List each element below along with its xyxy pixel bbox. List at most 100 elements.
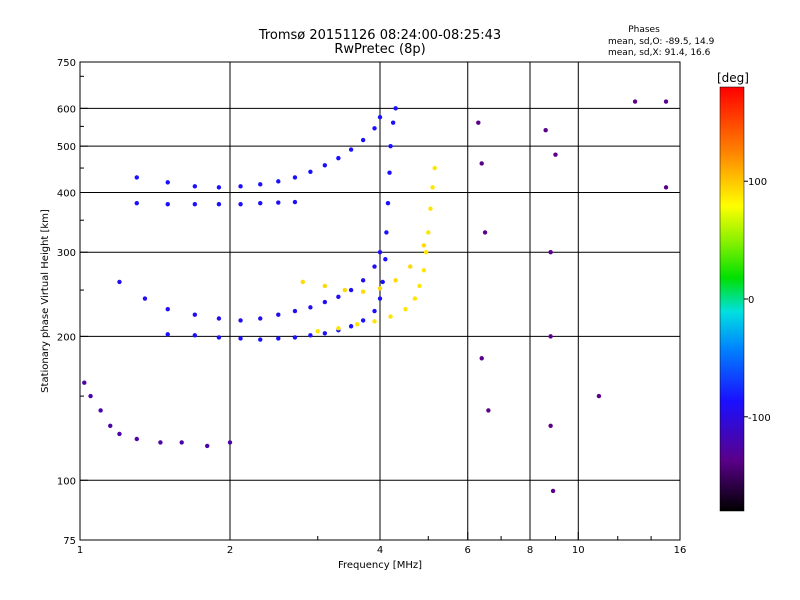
y-tick-label: 600 (57, 104, 76, 115)
data-point (663, 185, 669, 190)
data-point (387, 170, 392, 175)
data-point (388, 143, 393, 149)
y-tick-label: 75 (63, 536, 76, 547)
data-point (192, 202, 198, 207)
data-point (486, 408, 491, 413)
stats-line1: mean, sd,O: -89.5, 14.9 (608, 37, 715, 47)
data-point (238, 202, 243, 207)
stats-line2: mean, sd,X: 91.4, 16.6 (608, 48, 711, 58)
data-point (385, 200, 391, 206)
data-point (238, 184, 243, 189)
x-tick-label: 8 (527, 545, 533, 556)
data-point (393, 106, 398, 111)
data-point (165, 202, 170, 207)
data-point (408, 264, 413, 269)
data-point (482, 230, 488, 235)
data-point (360, 289, 366, 294)
data-point (377, 296, 383, 301)
data-point (308, 333, 313, 338)
data-point (216, 316, 222, 321)
data-point (432, 165, 437, 171)
data-point (165, 180, 170, 185)
y-tick-label: 400 (57, 188, 76, 199)
data-point (430, 185, 435, 190)
data-point (192, 333, 198, 338)
data-point (308, 305, 313, 310)
data-points (82, 99, 669, 494)
data-point (165, 332, 170, 337)
data-point (360, 318, 366, 323)
data-point (383, 257, 388, 262)
data-point (258, 200, 263, 206)
data-point (108, 423, 113, 429)
x-axis: 1 2 4 6 8 10 16 (77, 532, 686, 556)
colorbar-tick-label: 0 (748, 295, 754, 306)
data-point (216, 202, 222, 207)
data-point (134, 436, 139, 442)
data-point (372, 308, 377, 314)
data-point (372, 319, 377, 324)
data-point (548, 250, 553, 255)
data-point (380, 279, 385, 285)
data-point (276, 336, 281, 341)
data-point (134, 175, 139, 180)
data-point (117, 431, 122, 437)
y-tick-label: 100 (57, 476, 76, 487)
data-point (403, 306, 408, 312)
data-point (423, 250, 429, 255)
data-point (543, 127, 548, 133)
data-point (348, 287, 354, 293)
data-point (417, 283, 422, 289)
data-point (142, 296, 148, 301)
data-point (421, 243, 427, 248)
data-point (292, 175, 298, 180)
data-point (227, 440, 233, 445)
data-point (632, 99, 638, 104)
data-point (348, 324, 354, 329)
data-point (336, 294, 341, 300)
data-point (258, 337, 263, 342)
x-tick-label: 1 (77, 545, 83, 556)
data-point (322, 299, 328, 305)
data-point (479, 161, 484, 166)
data-point (276, 179, 281, 184)
data-point (390, 120, 396, 125)
data-point (276, 312, 281, 317)
data-point (479, 356, 484, 361)
data-point (426, 230, 431, 235)
data-point (384, 230, 389, 235)
data-point (315, 329, 320, 334)
y-axis-label: Stationary phase Virtual Height [km] (40, 209, 51, 393)
chart-subtitle: RwPretec (8p) (334, 42, 425, 57)
data-point (216, 185, 222, 190)
data-point (596, 393, 602, 399)
data-point (322, 331, 328, 336)
data-point (192, 312, 198, 317)
data-point (88, 393, 93, 399)
data-point (377, 250, 383, 255)
data-point (388, 314, 393, 319)
chart-title: Tromsø 20151126 08:24:00-08:25:43 (258, 28, 501, 43)
data-point (258, 316, 263, 321)
data-point (292, 199, 298, 205)
colorbar-tick-label: 100 (748, 177, 767, 188)
data-point (238, 318, 243, 323)
data-point (98, 408, 103, 413)
x-axis-label: Frequency [MHz] (338, 560, 422, 571)
colorbar-label: [deg] (717, 71, 749, 85)
data-point (548, 423, 553, 429)
data-point (428, 206, 433, 211)
data-point (134, 200, 139, 206)
data-point (348, 147, 354, 152)
data-point (393, 278, 398, 283)
colorbar-tick-label: -100 (748, 413, 771, 424)
data-point (354, 322, 360, 327)
y-tick-label: 300 (57, 248, 76, 259)
colorbar-ticks: 100 0 -100 (744, 177, 771, 424)
y-tick-label: 750 (57, 58, 76, 69)
data-point (238, 336, 243, 341)
data-point (204, 443, 210, 449)
data-point (158, 440, 163, 445)
data-point (372, 126, 377, 131)
